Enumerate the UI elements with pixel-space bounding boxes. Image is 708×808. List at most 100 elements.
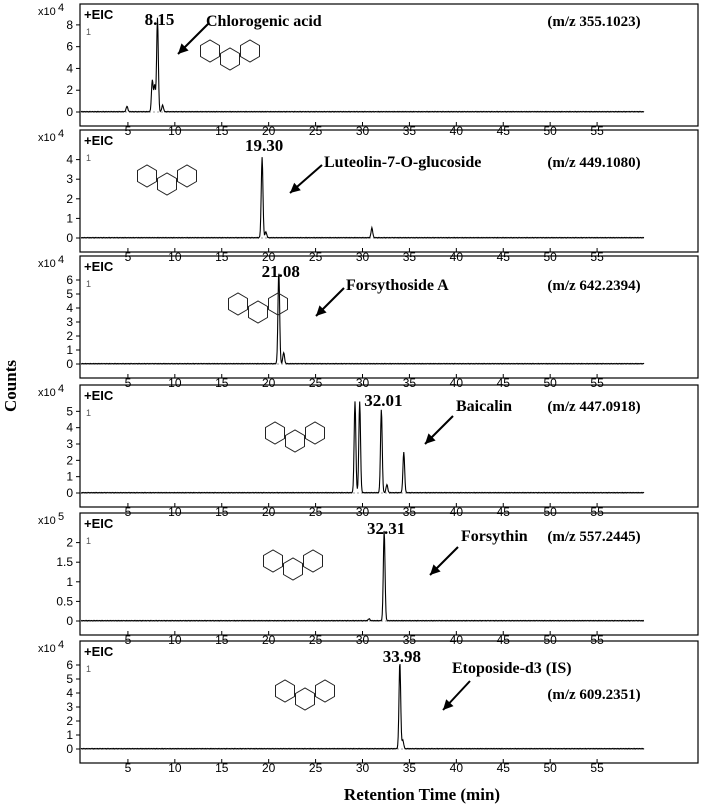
exponent-label: x10 xyxy=(38,387,56,399)
panel-mark: 1 xyxy=(86,536,91,546)
mz-value: (m/z 557.2445) xyxy=(547,529,640,545)
exponent-label: x10 xyxy=(38,643,56,655)
x-tick-label: 55 xyxy=(590,124,604,138)
x-tick-label: 55 xyxy=(590,250,604,264)
mz-value: (m/z 642.2394) xyxy=(547,278,640,294)
mz-value: (m/z 355.1023) xyxy=(547,14,640,30)
x-tick-label: 55 xyxy=(590,376,604,390)
eic-tag: +EIC xyxy=(84,644,114,659)
x-tick-label: 10 xyxy=(168,761,182,775)
y-tick-label: 5 xyxy=(66,287,73,301)
y-tick-label: 0 xyxy=(66,231,73,245)
eic-tag: +EIC xyxy=(84,516,114,531)
y-tick-label: 4 xyxy=(66,153,73,167)
x-tick-label: 25 xyxy=(309,633,323,647)
x-tick-label: 35 xyxy=(403,250,417,264)
x-tick-label: 5 xyxy=(125,505,132,519)
compound-name: Chlorogenic acid xyxy=(206,13,322,30)
x-tick-label: 45 xyxy=(497,376,511,390)
exponent-label: x10 xyxy=(38,132,56,144)
x-tick-label: 25 xyxy=(309,761,323,775)
y-tick-label: 0 xyxy=(66,742,73,756)
eic-trace xyxy=(80,17,645,113)
x-tick-label: 35 xyxy=(403,633,417,647)
y-tick-label: 6 xyxy=(66,273,73,287)
peak-label: 33.98 xyxy=(383,647,421,666)
y-tick-label: 0 xyxy=(66,614,73,628)
structure-ring xyxy=(200,39,220,63)
arrow-head xyxy=(178,43,189,54)
x-axis-label: Retention Time (min) xyxy=(344,785,500,804)
eic-tag: +EIC xyxy=(84,259,114,274)
x-tick-label: 20 xyxy=(262,124,276,138)
x-tick-label: 30 xyxy=(356,505,370,519)
x-tick-label: 45 xyxy=(497,250,511,264)
y-tick-label: 2 xyxy=(66,192,73,206)
x-tick-label: 10 xyxy=(168,250,182,264)
eic-trace xyxy=(80,530,645,622)
x-tick-label: 40 xyxy=(450,633,464,647)
peak-label: 21.08 xyxy=(262,262,300,281)
x-tick-label: 15 xyxy=(215,761,229,775)
x-tick-label: 25 xyxy=(309,250,323,264)
structure-ring xyxy=(228,292,248,316)
x-tick-label: 5 xyxy=(125,633,132,647)
y-tick-label: 1 xyxy=(66,575,73,589)
y-tick-label: 6 xyxy=(66,658,73,672)
panel-mark: 1 xyxy=(86,27,91,37)
x-tick-label: 20 xyxy=(262,376,276,390)
structure-ring xyxy=(275,679,295,703)
x-tick-label: 10 xyxy=(168,124,182,138)
y-tick-label: 4 xyxy=(66,421,73,435)
structure-ring xyxy=(220,47,240,71)
structure-ring xyxy=(263,549,283,573)
exponent-label: x10 xyxy=(38,515,56,527)
y-tick-label: 2 xyxy=(66,83,73,97)
x-tick-label: 10 xyxy=(168,633,182,647)
panel-frame xyxy=(79,640,699,764)
y-tick-label: 0 xyxy=(66,105,73,119)
x-tick-label: 35 xyxy=(403,761,417,775)
x-tick-label: 20 xyxy=(262,250,276,264)
y-tick-label: 4 xyxy=(66,61,73,75)
x-tick-label: 55 xyxy=(590,761,604,775)
y-tick-label: 1.5 xyxy=(56,555,73,569)
x-tick-label: 35 xyxy=(403,124,417,138)
exponent-power: 4 xyxy=(58,383,64,395)
x-tick-label: 10 xyxy=(168,376,182,390)
y-tick-label: 1 xyxy=(66,470,73,484)
y-tick-label: 1 xyxy=(66,343,73,357)
panel-frame xyxy=(79,255,699,379)
compound-name: Baicalin xyxy=(456,398,512,415)
x-tick-label: 25 xyxy=(309,505,323,519)
structure-ring xyxy=(240,39,260,63)
x-tick-label: 25 xyxy=(309,376,323,390)
compound-name: Luteolin-7-O-glucoside xyxy=(324,154,481,171)
eic-tag: +EIC xyxy=(84,133,114,148)
mz-value: (m/z 447.0918) xyxy=(547,399,640,415)
structure-ring xyxy=(157,172,177,196)
y-tick-label: 0 xyxy=(66,486,73,500)
x-tick-label: 50 xyxy=(543,124,557,138)
structure-ring xyxy=(265,421,285,445)
x-tick-label: 20 xyxy=(262,505,276,519)
arrow-head xyxy=(290,182,301,193)
panel-mark: 1 xyxy=(86,279,91,289)
x-tick-label: 40 xyxy=(450,376,464,390)
peak-label: 32.31 xyxy=(367,519,405,538)
x-tick-label: 30 xyxy=(356,633,370,647)
y-tick-label: 2 xyxy=(66,536,73,550)
panel-mark: 1 xyxy=(86,153,91,163)
y-tick-label: 5 xyxy=(66,672,73,686)
structure-ring xyxy=(177,164,197,188)
y-tick-label: 8 xyxy=(66,18,73,32)
x-tick-label: 40 xyxy=(450,761,464,775)
y-tick-label: 2 xyxy=(66,714,73,728)
x-tick-label: 50 xyxy=(543,505,557,519)
structure-ring xyxy=(285,429,305,453)
